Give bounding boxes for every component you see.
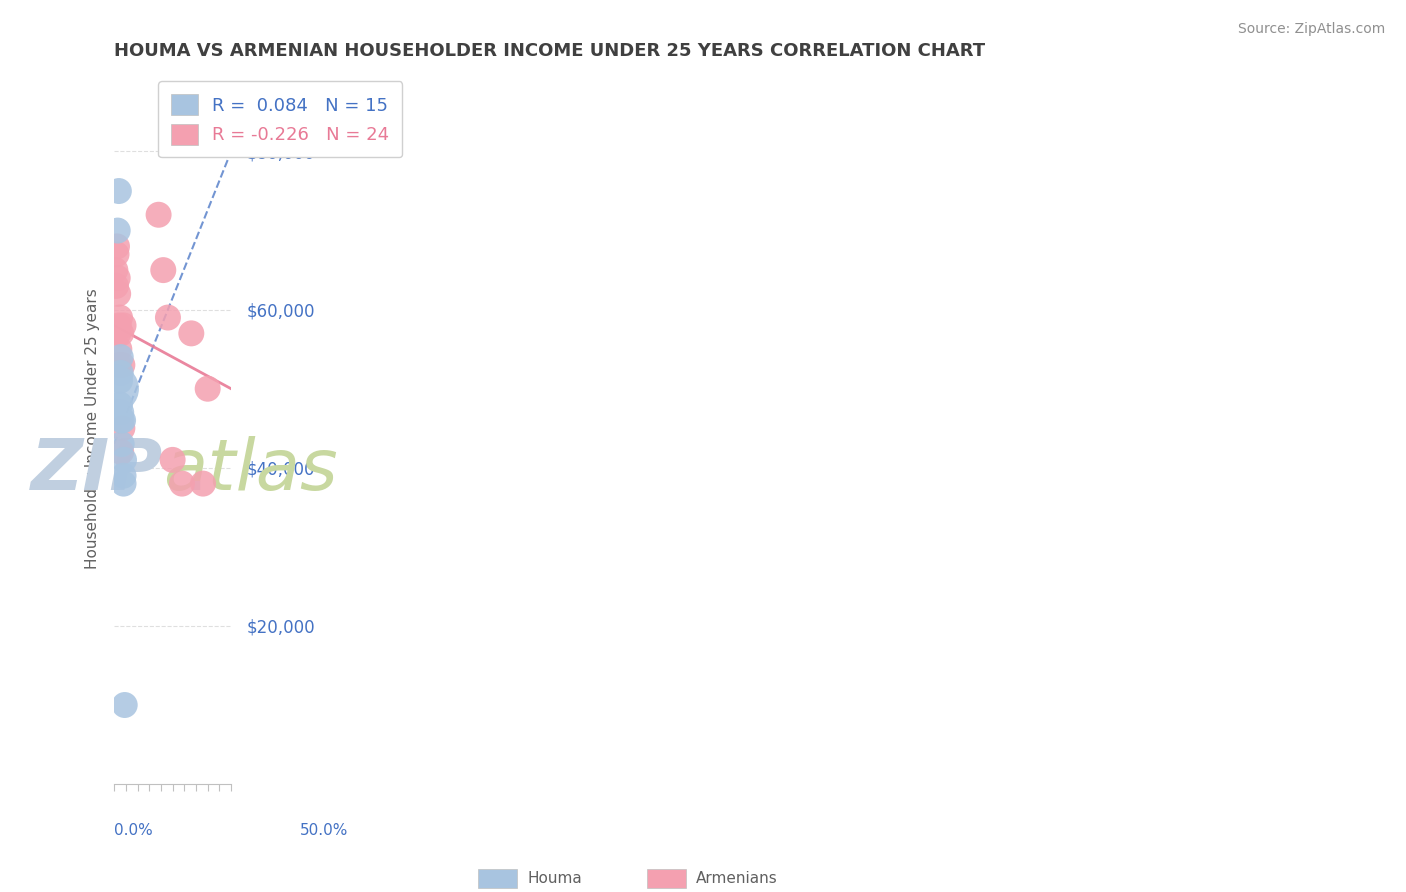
Legend: R =  0.084   N = 15, R = -0.226   N = 24: R = 0.084 N = 15, R = -0.226 N = 24 (159, 81, 402, 158)
Point (111, 421, 134, 435)
Text: atlas: atlas (163, 436, 337, 506)
Text: Source: ZipAtlas.com: Source: ZipAtlas.com (1237, 22, 1385, 37)
Text: HOUMA VS ARMENIAN HOUSEHOLDER INCOME UNDER 25 YEARS CORRELATION CHART: HOUMA VS ARMENIAN HOUSEHOLDER INCOME UND… (114, 42, 986, 60)
Text: 50.0%: 50.0% (299, 823, 347, 838)
Point (107, 326, 129, 341)
Point (148, 208, 170, 222)
Point (105, 239, 128, 253)
Point (180, 326, 202, 341)
Point (162, 453, 184, 467)
Point (107, 223, 129, 237)
Point (156, 310, 179, 325)
Point (105, 279, 128, 293)
Point (111, 437, 134, 451)
Point (110, 326, 132, 341)
Point (108, 374, 131, 388)
Point (112, 476, 135, 491)
Point (110, 445, 132, 459)
Y-axis label: Householder Income Under 25 years: Householder Income Under 25 years (86, 288, 100, 568)
Point (107, 271, 129, 285)
Text: 0.0%: 0.0% (114, 823, 153, 838)
Point (111, 413, 134, 427)
Point (108, 310, 131, 325)
Point (108, 184, 131, 198)
Point (170, 476, 193, 491)
Point (111, 358, 134, 372)
Point (108, 358, 131, 372)
Point (108, 318, 131, 333)
Point (112, 468, 135, 483)
Point (107, 286, 129, 301)
Point (152, 263, 174, 277)
Point (191, 476, 214, 491)
Point (108, 342, 131, 356)
Point (104, 382, 127, 396)
Point (112, 453, 135, 467)
Point (105, 247, 128, 261)
Point (112, 318, 135, 333)
Point (197, 382, 219, 396)
Point (114, 698, 136, 712)
Point (110, 350, 132, 364)
Point (108, 398, 131, 412)
Text: ZIP: ZIP (31, 436, 163, 506)
Text: Armenians: Armenians (696, 871, 778, 886)
Point (104, 263, 127, 277)
Point (110, 405, 132, 419)
Text: .: . (184, 436, 207, 506)
Point (110, 366, 132, 380)
Point (105, 405, 128, 419)
Text: Houma: Houma (527, 871, 582, 886)
Point (112, 413, 135, 427)
